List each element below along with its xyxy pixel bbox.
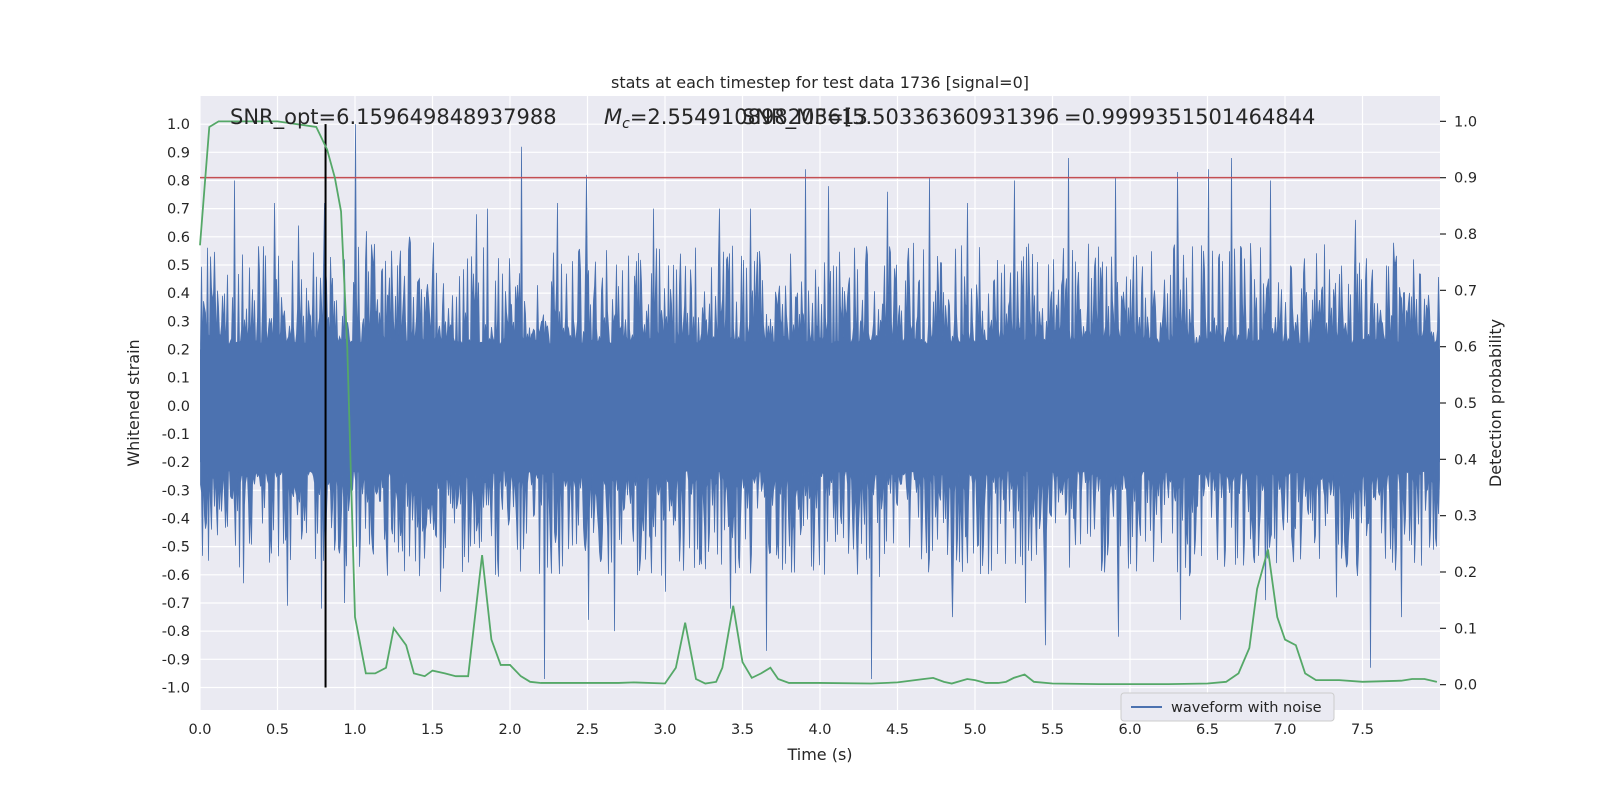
y-tick-label-19: -0.9 xyxy=(162,652,190,668)
x-tick-labels: 0.0 0.5 1.0 1.5 2.0 2.5 3.0 3.5 4.0 4.5 5.0 5.5 6.0 6… xyxy=(188,722,1374,738)
chart-title: stats at each timestep for test data 173… xyxy=(611,73,1029,92)
x-tick-label-9: 4.5 xyxy=(886,722,909,738)
x-tick-label-10: 5.0 xyxy=(963,722,986,738)
x-tick-label-13: 6.5 xyxy=(1196,722,1219,738)
y2-tick-label-7: 0.3 xyxy=(1454,509,1477,525)
y-tick-label-5: 0.5 xyxy=(167,258,190,274)
y-tick-label-13: -0.3 xyxy=(162,483,190,499)
y2-tick-label-6: 0.4 xyxy=(1454,452,1477,468)
x-tick-label-14: 7.0 xyxy=(1273,722,1296,738)
annotation-snr-mf: SNR_MF=[5.50336360931396 xyxy=(742,105,1059,130)
y2-tick-label-2: 0.8 xyxy=(1454,227,1477,243)
y-tick-label-4: 0.6 xyxy=(167,230,190,246)
x-tick-label-15: 7.5 xyxy=(1351,722,1374,738)
y2-tick-label-0: 1.0 xyxy=(1454,114,1477,130)
waveform-noise-core xyxy=(200,349,1440,463)
y-tick-label-11: -0.1 xyxy=(162,427,190,443)
y-tick-label-20: -1.0 xyxy=(162,680,190,696)
y-tick-label-17: -0.7 xyxy=(162,596,190,612)
x-tick-label-11: 5.5 xyxy=(1041,722,1064,738)
y-tick-label-18: -0.8 xyxy=(162,624,190,640)
x-tick-label-5: 2.5 xyxy=(576,722,599,738)
y-tick-labels: 1.0 0.9 0.8 0.7 0.6 0.5 0.4 0.3 0.2 0.1 0.0 -0.1 -0.… xyxy=(162,117,190,696)
y2-tick-label-1: 0.9 xyxy=(1454,171,1477,187)
legend-box xyxy=(1120,692,1335,722)
y2-tick-label-3: 0.7 xyxy=(1454,283,1477,299)
y2-tick-labels: 1.0 0.9 0.8 0.7 0.6 0.5 0.4 0.3 0.2 0.1 0.0 xyxy=(1440,114,1477,694)
x-tick-label-12: 6.0 xyxy=(1118,722,1141,738)
y-tick-label-2: 0.8 xyxy=(167,173,190,189)
x-tick-label-7: 3.5 xyxy=(731,722,754,738)
x-tick-label-0: 0.0 xyxy=(188,722,211,738)
noise-series-layer xyxy=(200,124,1440,680)
y-tick-label-7: 0.3 xyxy=(167,314,190,330)
x-tick-label-3: 1.5 xyxy=(421,722,444,738)
y2-tick-label-8: 0.2 xyxy=(1454,565,1477,581)
x-tick-label-1: 0.5 xyxy=(266,722,289,738)
legend: waveform with noise xyxy=(1120,692,1335,722)
y2-tick-label-9: 0.1 xyxy=(1454,621,1477,637)
y-tick-label-15: -0.5 xyxy=(162,540,190,556)
y-tick-label-16: -0.6 xyxy=(162,568,190,584)
y-tick-label-0: 1.0 xyxy=(167,117,190,133)
y2-tick-label-5: 0.5 xyxy=(1454,396,1477,412)
y-tick-label-14: -0.4 xyxy=(162,511,190,527)
y-tick-label-10: 0.0 xyxy=(167,399,190,415)
y2-tick-label-4: 0.6 xyxy=(1454,340,1477,356)
x-tick-label-4: 2.0 xyxy=(498,722,521,738)
y-tick-label-3: 0.7 xyxy=(167,202,190,218)
legend-entry-label: waveform with noise xyxy=(1171,700,1322,716)
y-tick-label-8: 0.2 xyxy=(167,342,190,358)
annotation-detection-prob: =0.9999351501464844 xyxy=(1064,105,1315,129)
y-axis-label: Whitened strain xyxy=(124,339,143,466)
annotation-snr-opt: SNR_opt=6.159649848937988 xyxy=(230,105,557,130)
y2-axis-label: Detection probability xyxy=(1486,319,1505,487)
y-tick-label-6: 0.4 xyxy=(167,286,190,302)
x-tick-label-2: 1.0 xyxy=(343,722,366,738)
y-tick-label-1: 0.9 xyxy=(167,145,190,161)
x-axis-label: Time (s) xyxy=(786,745,852,764)
annotation-chirp-mass: Mc=2.554910898203613 xyxy=(604,105,868,132)
y-tick-label-12: -0.2 xyxy=(162,455,190,471)
detection-probability-line xyxy=(199,120,1438,685)
y2-tick-label-10: 0.0 xyxy=(1454,678,1477,694)
x-tick-label-8: 4.0 xyxy=(808,722,831,738)
y-tick-label-9: 0.1 xyxy=(167,371,190,387)
x-tick-label-6: 3.0 xyxy=(653,722,676,738)
